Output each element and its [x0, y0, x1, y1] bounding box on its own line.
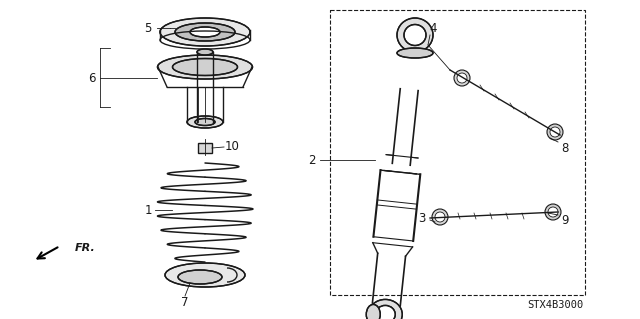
Ellipse shape	[195, 118, 215, 125]
Text: 5: 5	[144, 21, 152, 34]
Bar	[198, 143, 212, 153]
Ellipse shape	[404, 25, 426, 46]
Ellipse shape	[368, 300, 403, 319]
Circle shape	[454, 70, 470, 86]
Bar	[330, 10, 585, 295]
Ellipse shape	[178, 270, 222, 284]
Ellipse shape	[375, 305, 396, 319]
Text: 1: 1	[144, 204, 152, 217]
Ellipse shape	[397, 48, 433, 58]
Text: STX4B3000: STX4B3000	[527, 300, 583, 310]
Ellipse shape	[160, 18, 250, 46]
Ellipse shape	[165, 263, 245, 287]
Text: FR.: FR.	[75, 243, 96, 253]
Ellipse shape	[157, 55, 253, 79]
Circle shape	[547, 124, 563, 140]
Text: 3: 3	[419, 211, 426, 225]
Text: 6: 6	[88, 71, 96, 85]
Text: 2: 2	[308, 153, 316, 167]
Text: 10: 10	[225, 140, 239, 153]
Ellipse shape	[187, 116, 223, 128]
Circle shape	[432, 209, 448, 225]
Circle shape	[435, 212, 445, 222]
Ellipse shape	[173, 58, 237, 76]
Circle shape	[550, 127, 560, 137]
Circle shape	[457, 73, 467, 83]
Ellipse shape	[397, 18, 433, 52]
Text: 4: 4	[429, 21, 436, 34]
Text: 8: 8	[561, 142, 569, 154]
Ellipse shape	[175, 23, 235, 41]
Ellipse shape	[190, 27, 220, 37]
Circle shape	[545, 204, 561, 220]
Text: 9: 9	[561, 213, 569, 226]
Circle shape	[548, 207, 558, 217]
Ellipse shape	[197, 49, 213, 55]
Ellipse shape	[366, 304, 380, 319]
Text: 7: 7	[181, 295, 189, 308]
